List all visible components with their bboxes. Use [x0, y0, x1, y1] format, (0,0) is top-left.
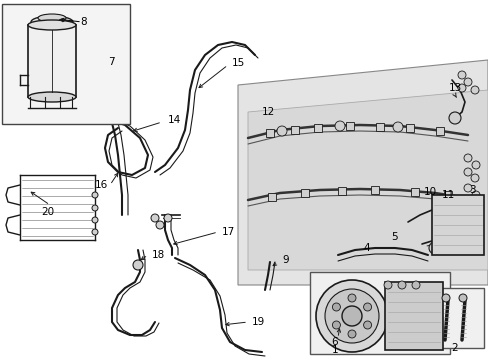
Text: 20: 20 [41, 207, 55, 217]
Text: 1: 1 [331, 345, 338, 355]
Circle shape [363, 321, 371, 329]
Text: 10: 10 [423, 187, 436, 197]
Circle shape [363, 303, 371, 311]
Bar [370, 186, 378, 194]
Circle shape [463, 78, 471, 86]
Circle shape [457, 84, 465, 92]
Circle shape [470, 174, 478, 182]
Circle shape [411, 281, 419, 289]
Circle shape [457, 198, 465, 206]
Bar [301, 189, 308, 197]
Bar [265, 129, 273, 137]
Circle shape [315, 280, 387, 352]
Circle shape [341, 306, 361, 326]
Circle shape [428, 242, 440, 254]
Bar [267, 193, 275, 201]
Bar [346, 122, 353, 130]
Text: 11: 11 [441, 190, 454, 200]
Circle shape [347, 330, 355, 338]
Circle shape [332, 303, 340, 311]
Circle shape [463, 154, 471, 162]
Circle shape [471, 161, 479, 169]
Bar [410, 188, 418, 196]
Bar [435, 127, 443, 135]
Bar [309, 272, 449, 354]
Circle shape [133, 260, 142, 270]
Bar [28, 25, 76, 97]
Circle shape [470, 86, 478, 94]
Circle shape [151, 214, 159, 222]
Circle shape [457, 71, 465, 79]
Text: 12: 12 [261, 107, 274, 117]
Text: 13: 13 [447, 83, 461, 93]
Circle shape [441, 294, 449, 302]
Bar [384, 282, 442, 350]
Circle shape [463, 168, 471, 176]
Bar [431, 288, 483, 348]
Bar [290, 126, 298, 134]
Text: 4: 4 [363, 243, 369, 253]
Circle shape [471, 191, 479, 199]
Text: 2: 2 [451, 343, 457, 353]
Circle shape [325, 289, 378, 343]
Polygon shape [247, 90, 487, 270]
Ellipse shape [28, 92, 76, 102]
Bar [443, 191, 451, 199]
Circle shape [276, 126, 286, 136]
Circle shape [397, 281, 405, 289]
Bar [2, 4, 130, 124]
Ellipse shape [31, 16, 73, 28]
Circle shape [463, 184, 471, 192]
Circle shape [347, 294, 355, 302]
Circle shape [163, 214, 172, 222]
Circle shape [92, 205, 98, 211]
Bar [375, 123, 383, 131]
Text: 15: 15 [231, 58, 245, 68]
Text: 16: 16 [95, 180, 108, 190]
Ellipse shape [28, 20, 76, 30]
Bar [337, 187, 346, 195]
Text: 6: 6 [331, 337, 338, 347]
Ellipse shape [38, 14, 66, 22]
Text: 7: 7 [108, 57, 114, 67]
Circle shape [92, 229, 98, 235]
Circle shape [92, 217, 98, 223]
Polygon shape [238, 60, 487, 285]
Circle shape [334, 121, 345, 131]
Circle shape [92, 192, 98, 198]
Text: 3: 3 [468, 185, 474, 195]
Text: 8: 8 [80, 17, 86, 27]
Circle shape [156, 221, 163, 229]
Bar [405, 124, 413, 132]
Text: 18: 18 [152, 250, 165, 260]
Text: 14: 14 [168, 115, 181, 125]
Text: 9: 9 [282, 255, 288, 265]
Circle shape [332, 321, 340, 329]
Text: 17: 17 [222, 227, 235, 237]
Bar [313, 124, 321, 132]
Circle shape [392, 122, 402, 132]
Circle shape [383, 281, 391, 289]
Circle shape [458, 294, 466, 302]
Text: 19: 19 [251, 317, 264, 327]
Bar [431, 195, 483, 255]
Text: 5: 5 [391, 232, 398, 242]
Circle shape [448, 112, 460, 124]
